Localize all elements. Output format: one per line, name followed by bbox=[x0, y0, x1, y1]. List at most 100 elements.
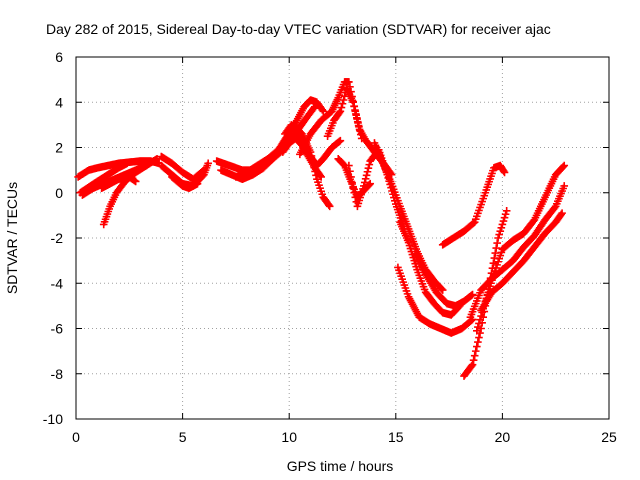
data-point bbox=[414, 268, 422, 277]
data-point bbox=[501, 210, 510, 219]
data-point bbox=[495, 254, 504, 263]
data-point bbox=[317, 187, 325, 196]
data-point bbox=[366, 179, 375, 188]
data-point bbox=[498, 220, 507, 229]
y-tick-label: 2 bbox=[55, 140, 63, 156]
y-tick-label: -10 bbox=[43, 411, 63, 427]
data-point bbox=[496, 227, 505, 236]
data-point bbox=[361, 175, 370, 183]
data-point bbox=[438, 286, 447, 294]
series-5 bbox=[97, 173, 140, 193]
data-point bbox=[354, 199, 363, 208]
data-point bbox=[397, 272, 405, 281]
data-point bbox=[193, 179, 202, 188]
series-11 bbox=[232, 96, 328, 181]
data-point bbox=[396, 269, 404, 278]
data-point bbox=[492, 264, 500, 272]
data-point bbox=[477, 200, 485, 209]
data-point bbox=[406, 244, 415, 253]
data-point bbox=[401, 284, 410, 292]
data-point bbox=[316, 184, 324, 193]
data-point bbox=[471, 215, 480, 224]
data-point bbox=[394, 196, 402, 205]
data-point bbox=[360, 178, 369, 187]
data-point bbox=[405, 241, 414, 250]
data-point bbox=[350, 102, 358, 110]
data-point bbox=[494, 234, 502, 242]
x-tick-label: 5 bbox=[179, 429, 187, 445]
x-tick-label: 20 bbox=[495, 429, 511, 445]
data-point bbox=[356, 193, 364, 202]
data-point bbox=[499, 217, 508, 225]
x-tick-label: 25 bbox=[601, 429, 617, 445]
data-point bbox=[360, 182, 368, 190]
data-point bbox=[319, 107, 328, 116]
data-point bbox=[395, 199, 403, 208]
data-point bbox=[492, 244, 501, 252]
data-point bbox=[473, 326, 481, 335]
data-point bbox=[479, 194, 488, 203]
data-point bbox=[469, 356, 478, 364]
data-point bbox=[468, 290, 477, 299]
series-26 bbox=[466, 182, 569, 321]
data-point bbox=[497, 224, 506, 232]
x-tick-label: 15 bbox=[388, 429, 404, 445]
data-point bbox=[123, 159, 131, 168]
data-point bbox=[476, 203, 484, 212]
data-point bbox=[364, 164, 373, 172]
x-tick-label: 10 bbox=[281, 429, 297, 445]
data-point bbox=[365, 160, 374, 169]
data-point bbox=[474, 338, 482, 346]
data-point bbox=[417, 277, 426, 285]
data-point bbox=[496, 251, 505, 260]
data-point bbox=[318, 190, 327, 199]
data-point bbox=[473, 212, 481, 221]
data-point bbox=[416, 274, 425, 282]
y-tick-label: 6 bbox=[55, 49, 63, 65]
data-point bbox=[353, 117, 362, 126]
data-point bbox=[315, 181, 323, 190]
data-point bbox=[500, 213, 509, 222]
data-point bbox=[470, 218, 479, 226]
chart-title: Day 282 of 2015, Sidereal Day-to-day VTE… bbox=[46, 21, 551, 37]
series-14 bbox=[279, 134, 325, 181]
x-axis-label: GPS time / hours bbox=[287, 458, 394, 474]
data-point bbox=[336, 136, 345, 145]
data-point bbox=[354, 121, 363, 130]
series-8 bbox=[168, 173, 202, 193]
series-21 bbox=[411, 250, 477, 310]
data-point bbox=[491, 249, 500, 257]
data-point bbox=[493, 239, 501, 247]
y-tick-label: 0 bbox=[55, 185, 63, 201]
data-point bbox=[336, 107, 345, 116]
data-point bbox=[468, 360, 477, 369]
data-point bbox=[394, 263, 402, 272]
data-point bbox=[400, 281, 409, 289]
data-point bbox=[313, 175, 321, 183]
data-point bbox=[478, 197, 486, 206]
data-point bbox=[358, 187, 366, 196]
data-point bbox=[355, 196, 364, 205]
data-point bbox=[419, 282, 428, 291]
data-point bbox=[350, 188, 359, 197]
data-point bbox=[402, 287, 411, 295]
data-point bbox=[392, 191, 400, 199]
data-point bbox=[558, 209, 566, 217]
data-point bbox=[338, 99, 347, 108]
data-point bbox=[131, 177, 140, 186]
data-point bbox=[469, 219, 478, 227]
data-point bbox=[476, 315, 484, 324]
data-point bbox=[153, 155, 161, 163]
data-point bbox=[390, 188, 399, 196]
y-axis-label: SDTVAR / TECUs bbox=[4, 182, 20, 294]
series-27 bbox=[477, 209, 566, 315]
data-point bbox=[497, 248, 506, 257]
data-point bbox=[337, 103, 346, 112]
data-point bbox=[475, 206, 483, 215]
data-point bbox=[560, 182, 569, 190]
data-point bbox=[346, 167, 354, 176]
data-point bbox=[413, 265, 421, 274]
data-point bbox=[395, 266, 403, 275]
data-point bbox=[349, 184, 357, 193]
data-point bbox=[475, 319, 483, 328]
